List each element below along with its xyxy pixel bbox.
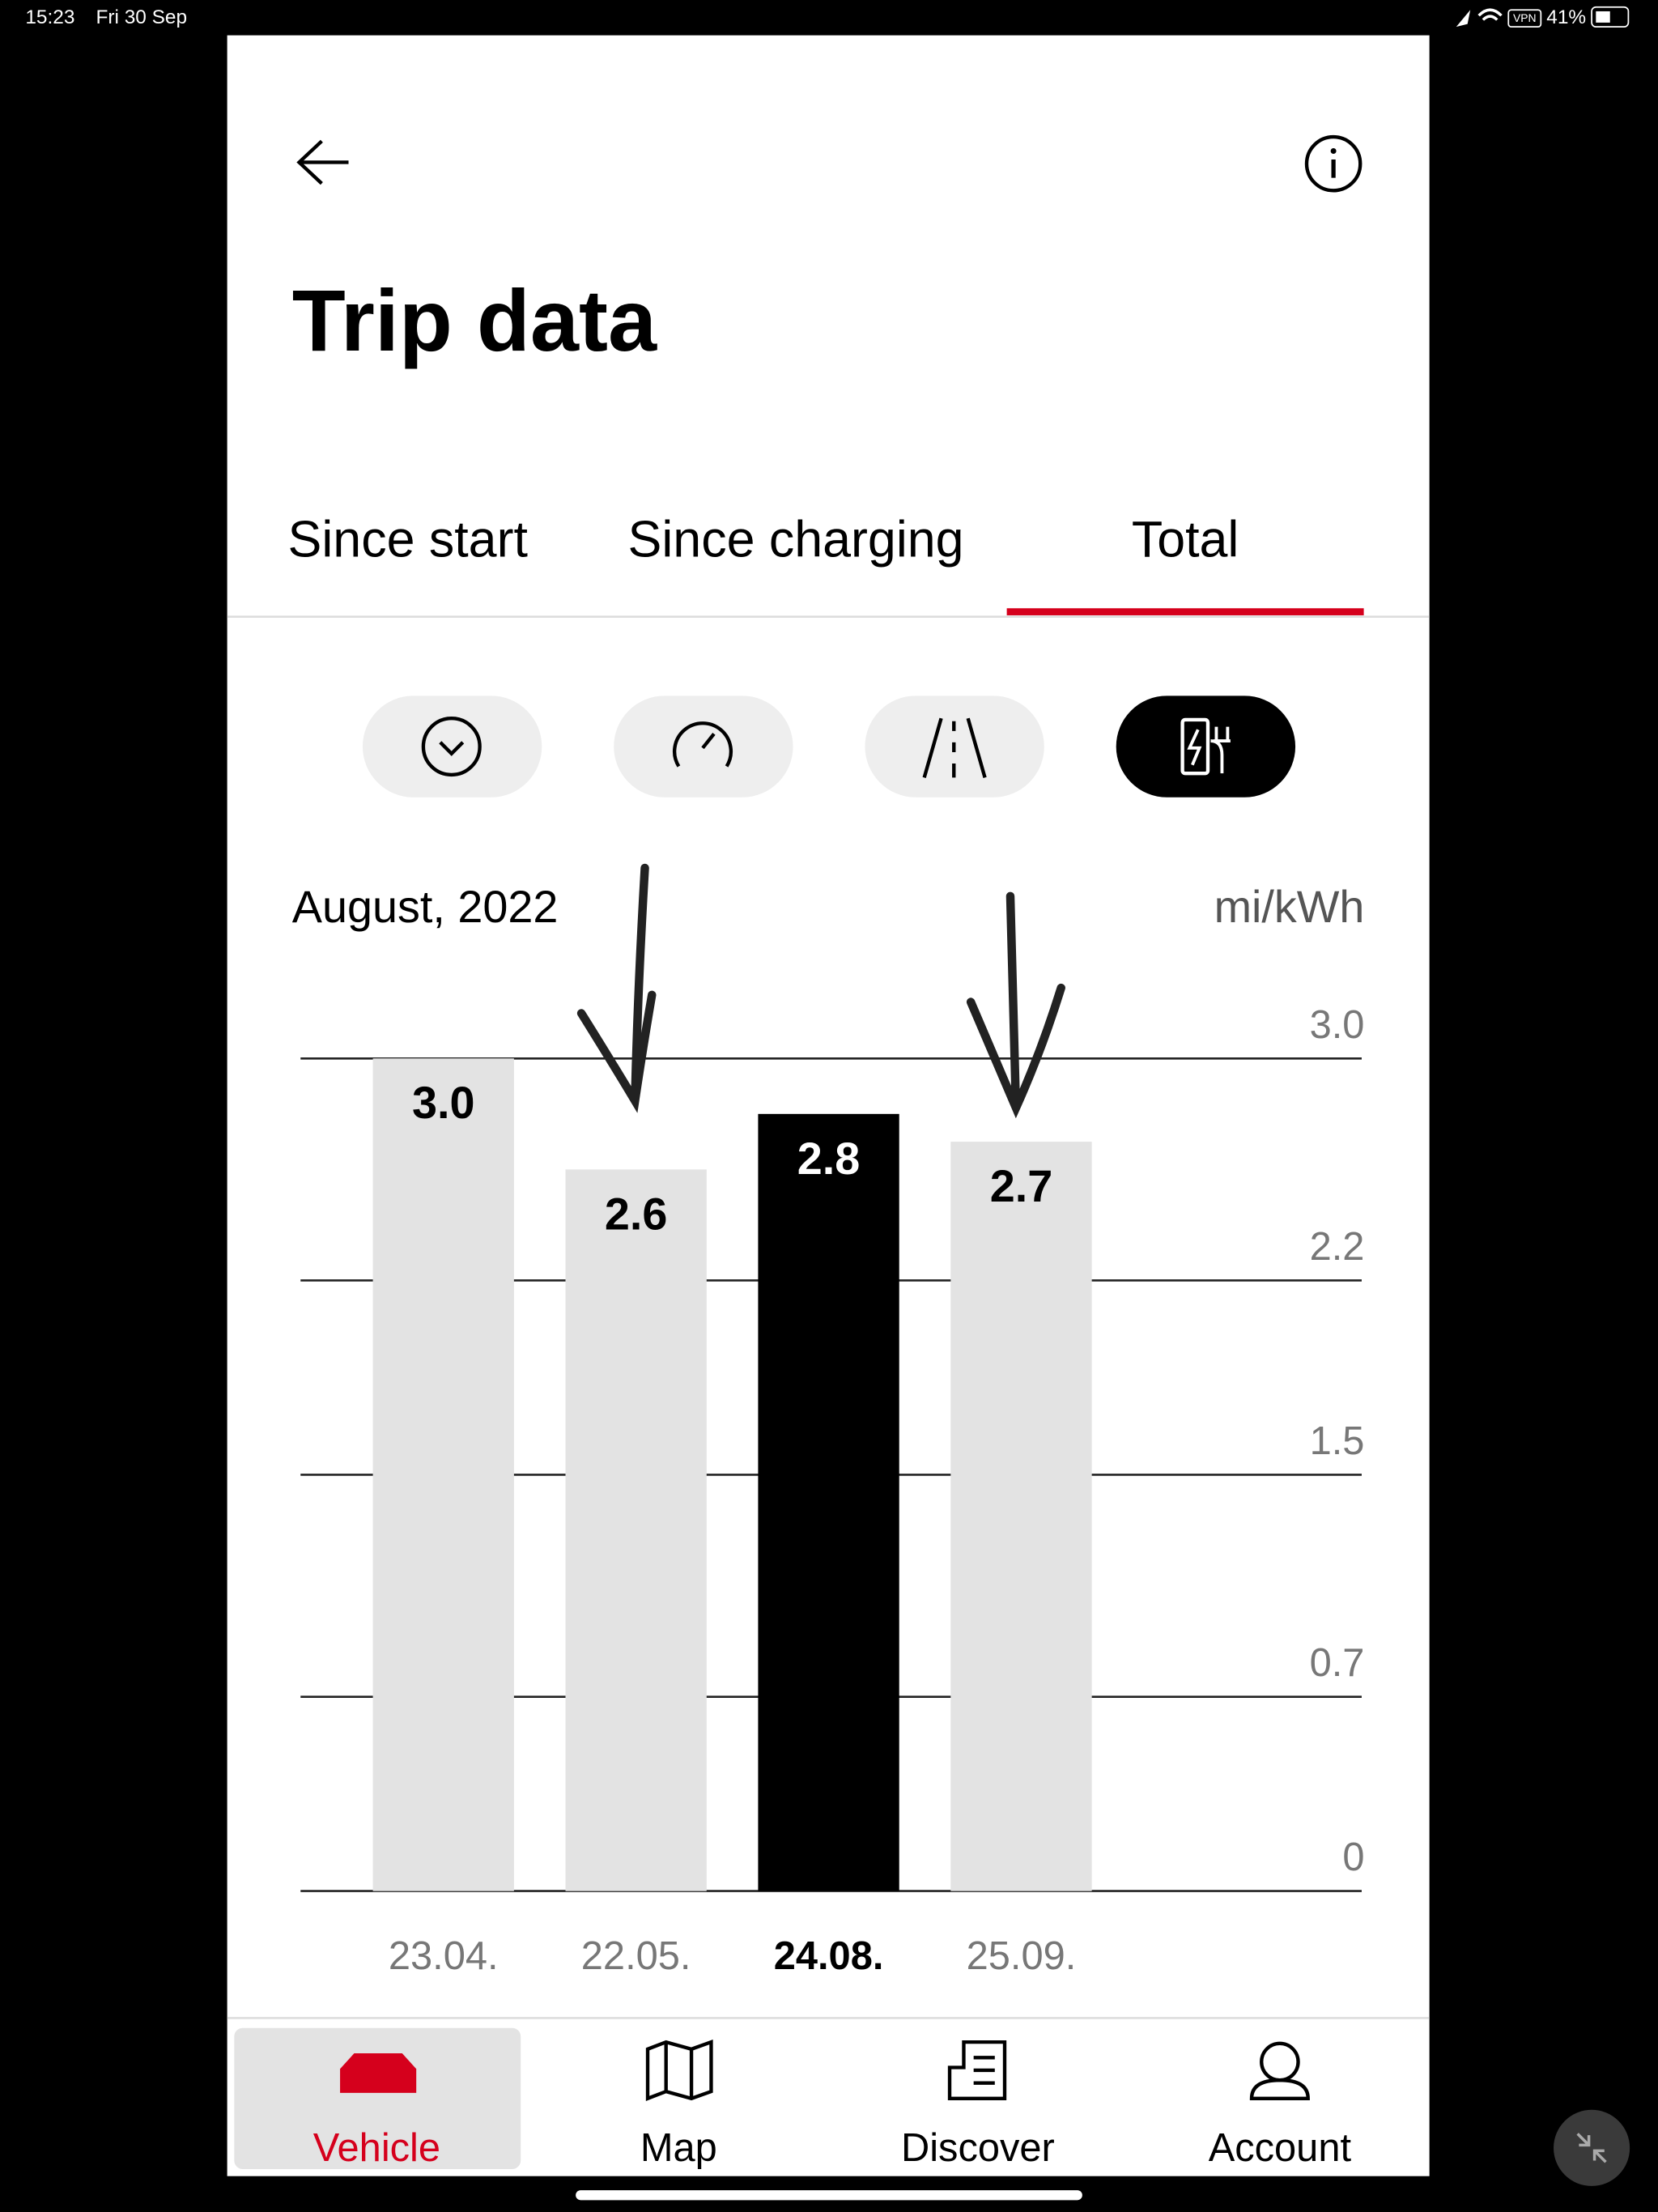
icon <box>421 717 482 777</box>
y-tick-label: 0 <box>1342 1836 1364 1879</box>
hand-arrow <box>576 863 657 1113</box>
page-title: Trip data <box>292 271 657 369</box>
tab[interactable]: Total <box>1132 512 1239 568</box>
y-tick-label: 3.0 <box>1310 1003 1365 1047</box>
icon <box>1180 717 1210 776</box>
hand-arrow <box>966 891 1065 1119</box>
wifi-icon <box>1477 8 1503 21</box>
icon <box>1187 726 1231 774</box>
status-date: Fri 30 Sep <box>96 6 188 28</box>
icon <box>701 733 716 750</box>
tab[interactable]: Since start <box>288 512 528 568</box>
view-button[interactable] <box>362 696 542 798</box>
annotation-arrows <box>576 863 1065 1119</box>
tab[interactable]: Since charging <box>628 512 964 568</box>
y-tick-label: 1.5 <box>1310 1419 1365 1463</box>
vpn-box <box>1507 9 1542 28</box>
tab-underline <box>1006 608 1364 615</box>
nav-item[interactable]: Map <box>640 2126 717 2170</box>
home-indicator <box>576 2190 1082 2201</box>
nav-icons <box>340 2040 1310 2102</box>
back-button[interactable] <box>296 139 349 185</box>
chart-subtitle: August, 2022 <box>292 882 559 932</box>
value-label: 2.6 <box>605 1189 668 1239</box>
battery-level <box>1596 11 1610 23</box>
nav-item[interactable]: Discover <box>901 2126 1055 2170</box>
nav-item[interactable]: Account <box>1209 2126 1352 2170</box>
icon <box>672 721 733 768</box>
y-axis-label: mi/kWh <box>1214 882 1365 932</box>
map-icon <box>645 2040 713 2102</box>
bar[interactable] <box>565 1169 707 1891</box>
tab-bar: Since start Since charging Total <box>288 512 1364 615</box>
status-time: 15:23 <box>25 6 74 28</box>
discover-icon <box>947 2040 1007 2101</box>
bar[interactable] <box>758 1113 899 1891</box>
x-tick-label: 23.04. <box>389 1934 499 1978</box>
view-selector <box>362 696 1296 798</box>
x-tick-label: 24.08. <box>774 1934 884 1978</box>
battery-icon <box>1591 6 1630 28</box>
x-tick-label: 22.05. <box>581 1934 691 1978</box>
y-tick-label: 2.2 <box>1310 1225 1365 1269</box>
value-label: 2.7 <box>990 1161 1053 1211</box>
nav-bar: Vehicle Map Discover Account <box>313 2126 1352 2170</box>
icon <box>439 741 465 756</box>
vehicle-icon <box>340 2053 417 2093</box>
status-vpn: VPN <box>1513 11 1537 24</box>
x-tick-label: 25.09. <box>967 1934 1077 1978</box>
value-label: 3.0 <box>412 1078 475 1128</box>
bar[interactable] <box>372 1058 514 1891</box>
nav-item[interactable]: Vehicle <box>313 2126 440 2170</box>
value-label: 2.8 <box>797 1134 861 1184</box>
floating-button[interactable] <box>1554 2109 1630 2186</box>
chart: 0 0.7 1.5 2.2 3.0 3.0 23.04. 2.6 22.05. 2.8 24.08.… <box>300 1003 1364 1978</box>
bar[interactable] <box>950 1142 1092 1891</box>
info-button[interactable] <box>1304 134 1363 193</box>
view-button-active[interactable] <box>1116 696 1296 798</box>
icon <box>922 717 987 779</box>
nav-active-bg <box>234 2027 521 2169</box>
status-battery: 41% <box>1546 6 1586 28</box>
account-icon <box>1249 2078 1310 2101</box>
y-tick-label: 0.7 <box>1310 1641 1365 1685</box>
